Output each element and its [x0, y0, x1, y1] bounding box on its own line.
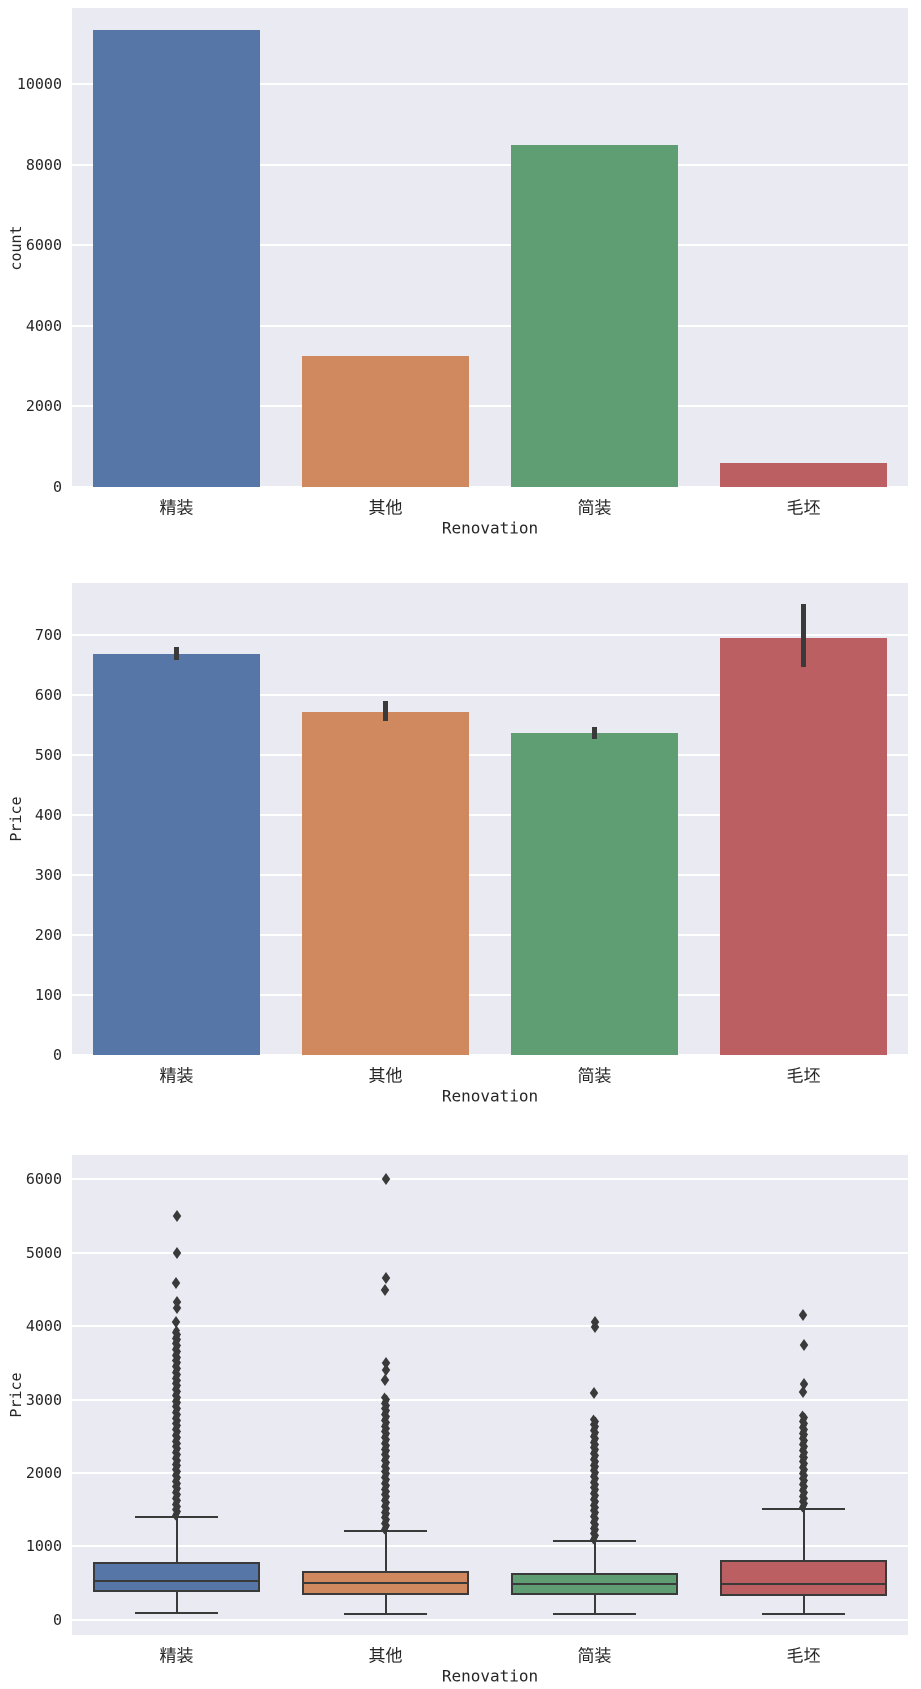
bar-3: [719, 463, 888, 487]
bar-2: [510, 145, 679, 487]
gridline: [72, 405, 908, 408]
y-tick-label: 300: [34, 866, 62, 885]
gridline: [72, 814, 908, 817]
gridline: [72, 754, 908, 757]
y-tick-label: 600: [34, 686, 62, 705]
x-axis-label-renovation: Renovation: [441, 1086, 539, 1106]
watermark-overlay: [633, 1656, 915, 1684]
box-3: [719, 1560, 888, 1596]
x-tick-label: 毛坯: [786, 1646, 821, 1667]
x-tick-label: 其他: [368, 1066, 403, 1087]
x-tick-label: 精装: [159, 1066, 194, 1087]
bar-0: [92, 30, 261, 487]
error-bar: [383, 701, 388, 721]
whisker-cap: [134, 1612, 219, 1615]
gridline: [72, 324, 908, 327]
gridline: [72, 1545, 908, 1548]
gridline: [72, 694, 908, 697]
y-tick-label: 6000: [25, 236, 62, 255]
median-line: [92, 1580, 261, 1582]
error-bar: [801, 603, 806, 667]
bar-0: [92, 654, 261, 1055]
x-tick-label: 精装: [159, 1646, 194, 1667]
gridline: [72, 994, 908, 997]
whisker-cap: [761, 1612, 846, 1615]
y-tick-label: 4000: [25, 316, 62, 335]
bar-1: [301, 356, 470, 487]
y-tick-label: 10000: [16, 75, 62, 94]
y-tick-label: 0: [52, 478, 62, 496]
y-tick-label: 0: [52, 1610, 62, 1629]
x-tick-label: 毛坯: [786, 498, 821, 519]
gridline: [72, 1251, 908, 1254]
y-tick-label: 100: [34, 986, 62, 1005]
error-bar: [592, 726, 597, 739]
y-tick-label: 0: [52, 1046, 62, 1064]
whisker-line: [593, 1594, 596, 1614]
y-tick-label: 2000: [25, 1464, 62, 1483]
bar-1: [301, 711, 470, 1055]
gridline: [72, 83, 908, 86]
gridline: [72, 1398, 908, 1401]
y-tick-label: 3000: [25, 1390, 62, 1409]
y-tick-label: 8000: [25, 155, 62, 174]
gridline: [72, 634, 908, 637]
y-tick-label: 6000: [25, 1170, 62, 1189]
y-tick-label: 4000: [25, 1317, 62, 1336]
median-line: [301, 1581, 470, 1584]
bar-2: [510, 732, 679, 1055]
plot-area: [72, 1155, 908, 1635]
x-axis-label-renovation: Renovation: [441, 1666, 539, 1686]
gridline: [72, 874, 908, 877]
whisker-cap: [343, 1613, 428, 1616]
x-tick-label: 其他: [368, 1646, 403, 1667]
gridline: [72, 1178, 908, 1181]
gridline: [72, 244, 908, 247]
whisker-cap: [552, 1612, 637, 1615]
gridline: [72, 1618, 908, 1621]
x-tick-label: 其他: [368, 498, 403, 519]
y-tick-label: 2000: [25, 397, 62, 416]
bar-3: [719, 638, 888, 1055]
y-tick-label: 500: [34, 746, 62, 765]
x-tick-label: 简装: [577, 1066, 612, 1087]
x-tick-label: 简装: [577, 498, 612, 519]
x-tick-label: 精装: [159, 498, 194, 519]
y-tick-label: 1000: [25, 1537, 62, 1556]
whisker-line: [384, 1594, 387, 1615]
box-0: [92, 1561, 261, 1592]
whisker-line: [175, 1517, 178, 1562]
gridline: [72, 1325, 908, 1328]
median-line: [510, 1582, 679, 1585]
x-tick-label: 毛坯: [786, 1066, 821, 1087]
x-axis-label-renovation: Renovation: [441, 518, 539, 538]
x-tick-label: 简装: [577, 1646, 612, 1667]
whisker-line: [593, 1540, 596, 1573]
whisker-line: [802, 1509, 805, 1561]
gridline: [72, 1472, 908, 1475]
error-bar: [174, 646, 179, 661]
gridline: [72, 934, 908, 937]
gridline: [72, 1054, 908, 1056]
y-tick-label: 400: [34, 806, 62, 825]
y-tick-label: 200: [34, 926, 62, 945]
median-line: [719, 1582, 888, 1585]
gridline: [72, 486, 908, 488]
whisker-line: [384, 1530, 387, 1572]
whisker-line: [802, 1595, 805, 1614]
y-tick-label: 5000: [25, 1243, 62, 1262]
y-tick-label: 700: [34, 626, 62, 645]
gridline: [72, 163, 908, 166]
whisker-line: [175, 1591, 178, 1614]
